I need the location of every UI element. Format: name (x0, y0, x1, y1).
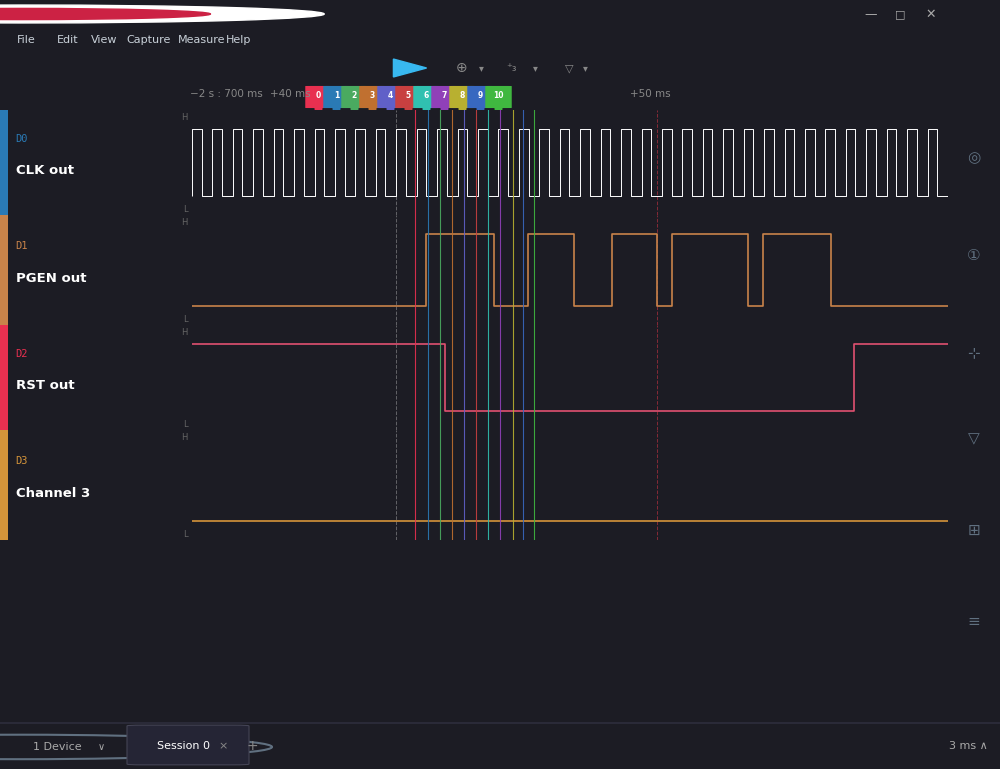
Text: CLK out: CLK out (16, 165, 74, 178)
Text: □: □ (895, 9, 906, 19)
Bar (0, 215, 8, 325)
Text: Capture: Capture (126, 35, 170, 45)
Polygon shape (441, 108, 448, 112)
Text: D2: D2 (16, 349, 28, 359)
Text: +40 ms: +40 ms (270, 89, 311, 99)
Text: L: L (183, 530, 187, 539)
Text: 7: 7 (442, 92, 447, 100)
Bar (0, 430, 8, 540)
Text: −2 s : 700 ms: −2 s : 700 ms (190, 89, 262, 99)
FancyBboxPatch shape (485, 86, 512, 108)
Text: Edit: Edit (57, 35, 79, 45)
Polygon shape (333, 108, 340, 112)
Polygon shape (387, 108, 394, 112)
Text: Channel 3: Channel 3 (16, 488, 90, 501)
Text: 0: 0 (316, 92, 321, 100)
Bar (0, 110, 8, 215)
Text: L: L (183, 205, 187, 215)
Text: 3 ms ∧: 3 ms ∧ (949, 741, 987, 751)
Text: Help: Help (226, 35, 251, 45)
Text: ⊕: ⊕ (456, 61, 467, 75)
Text: 4: 4 (388, 92, 393, 100)
Text: ▽: ▽ (968, 431, 980, 446)
Text: ≡: ≡ (968, 614, 980, 629)
Polygon shape (393, 59, 427, 77)
Text: +: + (246, 739, 258, 753)
Polygon shape (459, 108, 466, 112)
Text: File: File (17, 35, 36, 45)
FancyBboxPatch shape (127, 725, 249, 765)
FancyBboxPatch shape (431, 86, 458, 108)
FancyBboxPatch shape (305, 86, 332, 108)
Text: Session 0: Session 0 (157, 741, 210, 751)
FancyBboxPatch shape (413, 86, 440, 108)
Text: H: H (181, 433, 187, 442)
Text: D0: D0 (16, 135, 28, 145)
Text: D1: D1 (16, 241, 28, 251)
FancyBboxPatch shape (467, 86, 494, 108)
Text: ◎: ◎ (967, 150, 981, 165)
Text: ▾: ▾ (583, 63, 588, 73)
Text: 6: 6 (424, 92, 429, 100)
Text: View: View (91, 35, 118, 45)
FancyBboxPatch shape (449, 86, 476, 108)
Text: 1: 1 (334, 92, 339, 100)
FancyBboxPatch shape (341, 86, 368, 108)
Polygon shape (369, 108, 376, 112)
Text: ⊹: ⊹ (968, 345, 980, 361)
FancyBboxPatch shape (395, 86, 422, 108)
Text: +50 ms: +50 ms (630, 89, 671, 99)
Text: 1 Device: 1 Device (33, 742, 82, 752)
Text: L: L (183, 420, 187, 429)
Text: ①: ① (967, 248, 981, 262)
Text: 10: 10 (493, 92, 504, 100)
FancyBboxPatch shape (377, 86, 404, 108)
FancyBboxPatch shape (323, 86, 350, 108)
FancyBboxPatch shape (359, 86, 386, 108)
Text: 8: 8 (460, 92, 465, 100)
Text: H: H (181, 113, 187, 122)
Text: ×: × (218, 741, 228, 751)
Circle shape (0, 8, 210, 19)
Polygon shape (405, 108, 412, 112)
Text: RST out: RST out (16, 379, 74, 392)
Text: Measure: Measure (178, 35, 226, 45)
Bar (0, 325, 8, 430)
Text: PGEN out: PGEN out (16, 272, 86, 285)
Text: 2: 2 (352, 92, 357, 100)
Text: ✕: ✕ (926, 8, 936, 21)
Text: ▾: ▾ (533, 63, 538, 73)
Polygon shape (477, 108, 484, 112)
Text: ⁺₃: ⁺₃ (507, 63, 517, 73)
Polygon shape (315, 108, 322, 112)
Text: H: H (181, 328, 187, 337)
Text: ▽: ▽ (565, 63, 573, 73)
Polygon shape (423, 108, 430, 112)
Text: 9: 9 (478, 92, 483, 100)
Text: —: — (864, 8, 877, 21)
Text: Logic 2 [Logic 4 - Connected] [Session 0]: Logic 2 [Logic 4 - Connected] [Session 0… (40, 9, 268, 19)
Polygon shape (495, 108, 502, 112)
Text: ▾: ▾ (479, 63, 484, 73)
Polygon shape (351, 108, 358, 112)
Circle shape (0, 5, 324, 23)
Text: ⊞: ⊞ (968, 522, 980, 538)
Text: ∨: ∨ (98, 742, 105, 752)
Text: L: L (183, 315, 187, 324)
Text: D3: D3 (16, 456, 28, 466)
Text: H: H (181, 218, 187, 227)
Text: 3: 3 (370, 92, 375, 100)
Text: 5: 5 (406, 92, 411, 100)
